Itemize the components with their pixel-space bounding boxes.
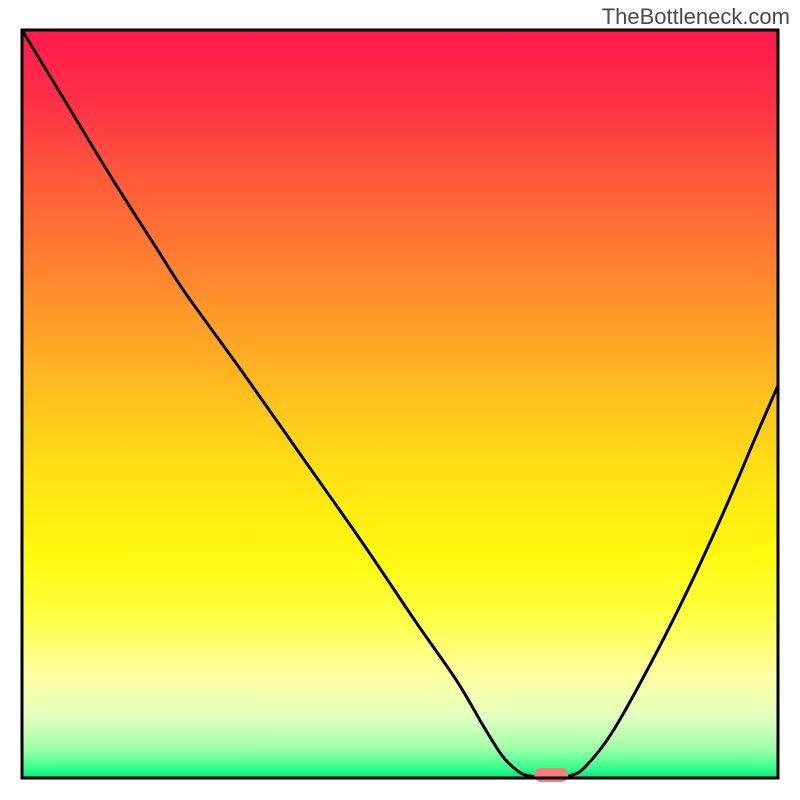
optimal-marker xyxy=(534,768,568,782)
chart-container: TheBottleneck.com xyxy=(0,0,800,800)
bottleneck-chart-svg xyxy=(0,0,800,800)
chart-background xyxy=(22,30,778,778)
watermark-text: TheBottleneck.com xyxy=(602,4,790,30)
